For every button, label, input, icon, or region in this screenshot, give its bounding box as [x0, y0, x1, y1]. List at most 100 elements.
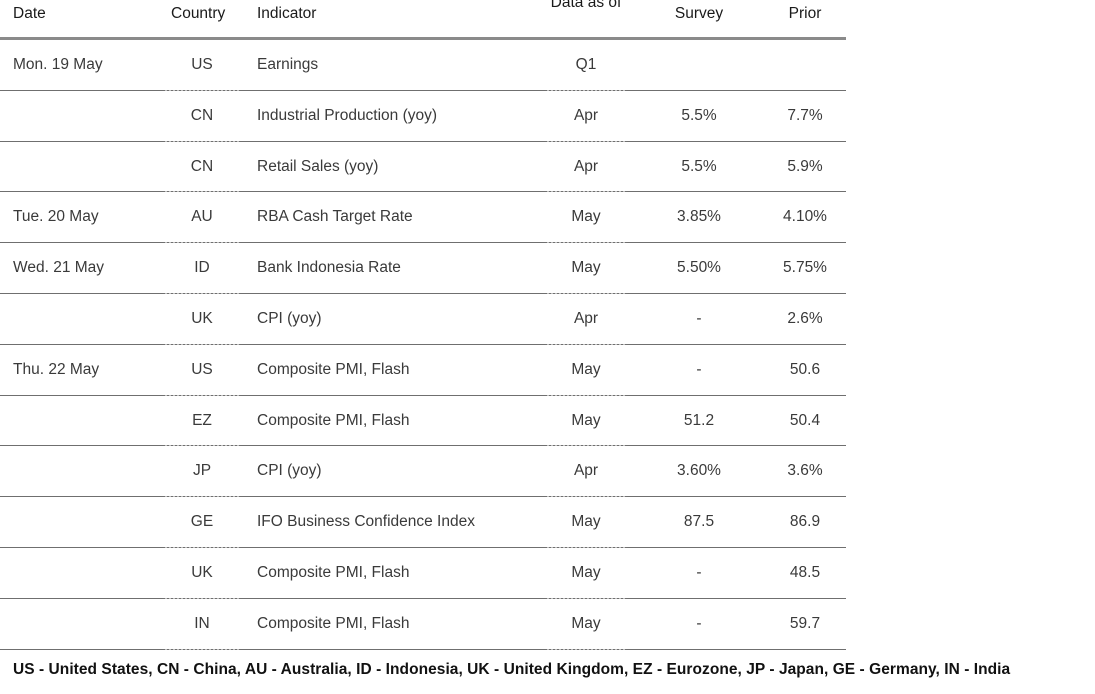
cell-country: AU — [191, 208, 213, 226]
table-header: Date Country Indicator Data as of Survey… — [0, 0, 846, 40]
table-row: Thu. 22 May US Composite PMI, Flash May - 50.… — [0, 345, 846, 396]
cell-date: Tue. 20 May — [13, 208, 99, 226]
cell-survey: - — [696, 614, 702, 632]
row-separator-dash — [547, 394, 627, 396]
table-row: GE IFO Business Confidence Index May 87.5 86… — [0, 497, 846, 548]
cell-data-as-of: May — [571, 208, 601, 226]
cell-prior: 5.9% — [787, 157, 823, 175]
cell-data-as-of: Apr — [573, 157, 599, 175]
cell-data-as-of: Apr — [573, 106, 599, 124]
row-separator-dash — [165, 445, 239, 447]
cell-date: Wed. 21 May — [13, 259, 105, 277]
cell-survey: - — [696, 563, 702, 581]
row-separator-dash — [547, 445, 627, 447]
cell-indicator: Composite PMI, Flash — [257, 411, 410, 429]
cell-indicator: CPI (yoy) — [257, 309, 322, 327]
table-body: Mon. 19 May US Earnings Q1 CN Industrial Prod… — [0, 40, 846, 650]
cell-data-as-of: May — [571, 360, 601, 378]
table-row: Wed. 21 May ID Bank Indonesia Rate May 5.50%… — [0, 243, 846, 294]
cell-indicator: CPI (yoy) — [257, 462, 322, 480]
cell-country: US — [191, 360, 213, 378]
cell-country: US — [191, 56, 213, 73]
row-separator-dash — [165, 242, 239, 244]
header-country: Country — [171, 5, 226, 22]
row-separator-dash — [547, 343, 627, 345]
table-row: CN Retail Sales (yoy) Apr 5.5% 5.9% — [0, 142, 846, 193]
cell-indicator: Bank Indonesia Rate — [257, 259, 401, 277]
cell-indicator: RBA Cash Target Rate — [257, 208, 413, 226]
cell-survey: 87.5 — [683, 513, 715, 531]
cell-prior: 48.5 — [789, 563, 821, 581]
cell-country: GE — [190, 513, 214, 531]
cell-data-as-of: Apr — [573, 462, 599, 480]
table-row: UK Composite PMI, Flash May - 48.5 — [0, 548, 846, 599]
row-separator-dash — [165, 546, 239, 548]
cell-indicator: Composite PMI, Flash — [257, 563, 410, 581]
header-data-as-of: Data as of — [550, 0, 622, 11]
row-separator-dash — [547, 191, 627, 193]
cell-country: UK — [191, 309, 213, 327]
cell-survey: 3.85% — [677, 208, 721, 226]
row-separator-dash — [165, 496, 239, 498]
cell-survey: 3.60% — [677, 462, 721, 480]
row-separator-dash — [165, 140, 239, 142]
cell-indicator: Industrial Production (yoy) — [257, 106, 438, 124]
row-separator-dash — [547, 546, 627, 548]
cell-prior: 50.4 — [789, 411, 821, 429]
row-separator-dash — [165, 343, 239, 345]
cell-country: CN — [190, 157, 214, 175]
cell-prior: 5.75% — [783, 259, 827, 277]
cell-data-as-of: May — [571, 259, 601, 277]
table-row: CN Industrial Production (yoy) Apr 5.5% 7.7% — [0, 91, 846, 142]
cell-survey: 5.50% — [677, 259, 721, 277]
row-separator-dash — [165, 597, 239, 599]
row-separator-dash — [165, 394, 239, 396]
row-separator-dash — [547, 496, 627, 498]
cell-country: ID — [194, 259, 210, 277]
row-separator-dash — [547, 292, 627, 294]
cell-data-as-of: May — [571, 614, 601, 632]
cell-indicator: Composite PMI, Flash — [257, 360, 410, 378]
cell-prior: 2.6% — [787, 309, 823, 327]
cell-indicator: Composite PMI, Flash — [257, 614, 410, 632]
cell-date: Thu. 22 May — [13, 360, 100, 378]
row-separator-dash — [547, 242, 627, 244]
cell-prior: 50.6 — [789, 360, 821, 378]
cell-country: EZ — [192, 411, 212, 429]
header-date: Date — [13, 5, 46, 22]
country-codes-footnote: US - United States, CN - China, AU - Aus… — [13, 661, 1011, 678]
cell-country: UK — [191, 563, 213, 581]
cell-data-as-of: May — [571, 563, 601, 581]
row-separator-dash — [165, 292, 239, 294]
cell-data-as-of: Apr — [573, 309, 599, 327]
cell-prior: 3.6% — [787, 462, 823, 480]
cell-country: IN — [194, 614, 210, 632]
table-row: UK CPI (yoy) Apr - 2.6% — [0, 294, 846, 345]
cell-country: JP — [192, 462, 212, 480]
cell-survey: - — [696, 309, 702, 327]
cell-prior: 86.9 — [789, 513, 821, 531]
row-separator-dash — [547, 89, 627, 91]
economic-calendar-table: Date Country Indicator Data as of Survey… — [0, 0, 846, 650]
cell-indicator: Earnings — [257, 56, 319, 73]
cell-data-as-of: May — [571, 513, 601, 531]
cell-survey: - — [696, 360, 702, 378]
row-separator-dash — [547, 648, 627, 650]
cell-country: CN — [190, 106, 214, 124]
table-row: EZ Composite PMI, Flash May 51.2 50.4 — [0, 396, 846, 447]
header-survey: Survey — [674, 5, 724, 22]
header-indicator: Indicator — [257, 5, 317, 22]
row-separator-dash — [547, 597, 627, 599]
cell-prior: 4.10% — [783, 208, 827, 226]
table-row: Tue. 20 May AU RBA Cash Target Rate May 3.85… — [0, 192, 846, 244]
cell-survey: 51.2 — [683, 411, 715, 429]
table-row: IN Composite PMI, Flash May - 59.7 — [0, 599, 846, 650]
cell-date: Mon. 19 May — [13, 56, 103, 73]
row-separator-dash — [165, 191, 239, 193]
header-prior: Prior — [788, 5, 822, 22]
cell-survey: 5.5% — [681, 106, 717, 124]
row-separator-dash — [547, 140, 627, 142]
cell-prior: 59.7 — [789, 614, 821, 632]
cell-prior: 7.7% — [787, 106, 823, 124]
row-separator-dash — [165, 89, 239, 91]
